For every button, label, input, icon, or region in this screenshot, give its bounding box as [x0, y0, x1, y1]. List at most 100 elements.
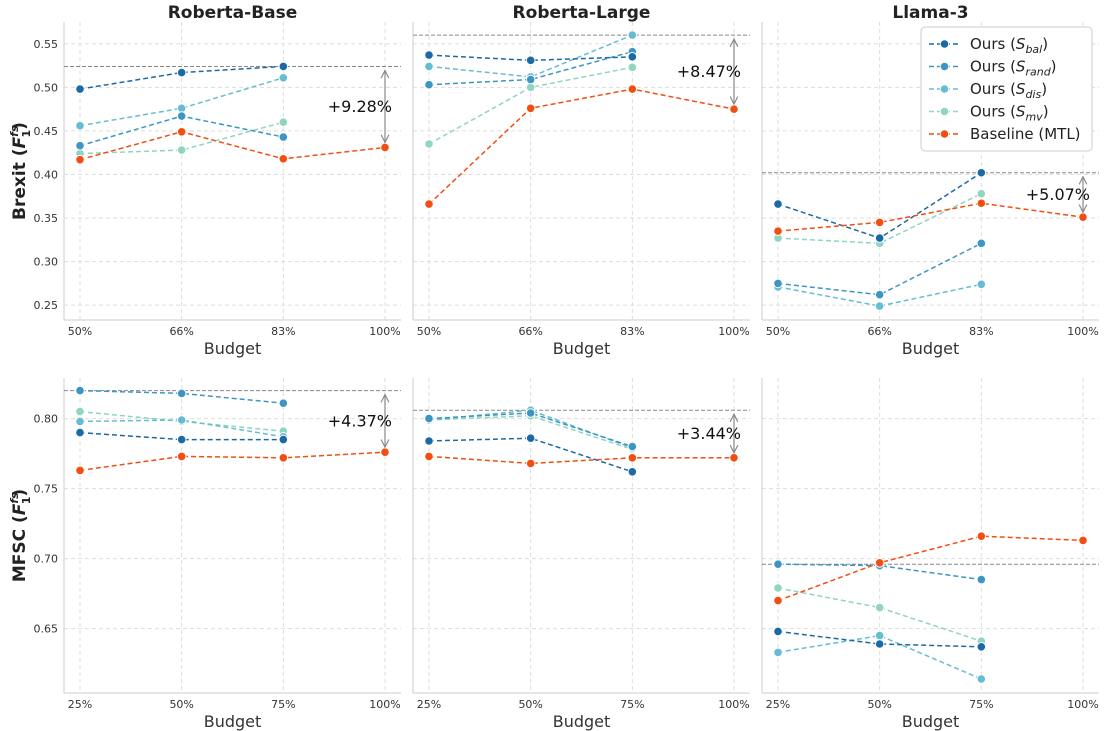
series-line-ours_rand — [777, 563, 982, 581]
legend-frame — [920, 26, 1093, 152]
point-ours_bal — [976, 642, 987, 652]
point-ours_dis — [424, 61, 434, 72]
point-ours_bal — [424, 50, 434, 60]
y-tick-label: 0.80 — [34, 413, 59, 426]
series-line-ours_rand — [777, 242, 982, 296]
point-ours_dis — [75, 416, 85, 427]
point-ours_dis — [976, 674, 987, 684]
x-tick-label: 100% — [369, 325, 400, 338]
point-ours_dis — [278, 72, 289, 83]
point-ours_rand — [525, 74, 536, 85]
point-ours_bal — [525, 433, 536, 444]
legend-swatch-marker — [939, 61, 950, 72]
row-label-name: MFSC ( — [10, 515, 30, 582]
point-ours_dis — [976, 279, 987, 290]
point-ours_bal — [874, 233, 885, 243]
legend-label-subscript: bal — [1025, 43, 1042, 56]
x-tick-label: 66% — [518, 325, 542, 338]
point-ours_mv — [176, 145, 187, 155]
point-ours_rand — [976, 238, 987, 249]
point-ours_rand — [176, 111, 187, 121]
y-tick-label: 0.75 — [34, 483, 59, 496]
legend-label-symbol: S — [1016, 80, 1026, 98]
point-ours_rand — [773, 278, 783, 289]
point-ours_rand — [278, 398, 289, 409]
point-baseline — [773, 226, 783, 236]
x-tick-label: 50% — [417, 325, 441, 338]
point-ours_rand — [278, 132, 289, 142]
x-tick-label: 50% — [68, 325, 92, 338]
point-ours_bal — [176, 67, 187, 78]
series-line-ours_rand — [428, 50, 633, 86]
point-ours_rand — [627, 441, 638, 452]
series-line-baseline — [79, 131, 386, 161]
x-tick-label: 100% — [718, 698, 749, 711]
row-label-metric: F — [10, 136, 30, 148]
point-baseline — [729, 453, 739, 463]
point-baseline — [380, 447, 390, 458]
legend-label-suffix: ) — [1041, 80, 1047, 98]
x-tick-label: 25% — [417, 698, 441, 711]
x-tick-label: 50% — [518, 698, 542, 711]
series-line-baseline — [79, 451, 386, 472]
series-line-ours_dis — [777, 634, 982, 680]
row-label-metric: F — [10, 503, 30, 515]
legend-label-prefix: Ours ( — [970, 103, 1016, 121]
legend-label-symbol: S — [1016, 103, 1026, 121]
legend-label-subscript: dis — [1025, 88, 1041, 101]
series-line-baseline — [777, 535, 1084, 602]
legend-label-symbol: S — [1016, 35, 1026, 53]
point-ours_bal — [976, 167, 987, 178]
point-ours_bal — [75, 84, 85, 94]
point-ours_bal — [627, 52, 638, 62]
legend-label-prefix: Ours ( — [970, 58, 1016, 76]
legend-label-prefix: Ours ( — [970, 35, 1016, 53]
x-tick-label: 75% — [969, 698, 993, 711]
legend-label-prefix: Baseline (MTL) — [970, 125, 1081, 143]
legend-swatch-marker — [939, 106, 950, 117]
x-tick-label: 25% — [766, 698, 790, 711]
point-ours_mv — [627, 62, 638, 73]
x-tick-label: 50% — [867, 698, 891, 711]
point-ours_rand — [75, 140, 85, 151]
legend: Ours (Sbal)Ours (Srand)Ours (Sdis)Ours (… — [920, 26, 1093, 152]
x-tick-label: 66% — [169, 325, 193, 338]
point-ours_rand — [773, 559, 783, 570]
x-axis-title: Budget — [902, 339, 960, 358]
x-axis-title: Budget — [902, 712, 960, 731]
point-baseline — [75, 154, 85, 165]
point-ours_dis — [773, 647, 783, 658]
series-line-ours_dis — [79, 419, 284, 438]
point-ours_dis — [75, 120, 85, 131]
point-ours_dis — [874, 630, 885, 641]
x-tick-label: 50% — [766, 325, 790, 338]
legend-swatch-marker — [939, 84, 950, 94]
series-line-ours_mv — [428, 415, 633, 451]
point-ours_mv — [976, 188, 987, 199]
series-line-ours_bal — [79, 65, 284, 90]
point-ours_mv — [75, 406, 85, 417]
legend-label-ours_bal: Ours (Sbal) — [970, 35, 1048, 56]
row-label-close: ) — [10, 122, 30, 130]
point-ours_rand — [525, 408, 536, 418]
point-ours_rand — [75, 385, 85, 396]
point-ours_bal — [278, 434, 289, 445]
point-ours_bal — [773, 199, 783, 209]
point-baseline — [278, 154, 289, 164]
x-tick-label: 100% — [1067, 698, 1098, 711]
x-axis-title: Budget — [204, 339, 262, 358]
legend-label-suffix: ) — [1043, 103, 1049, 121]
legend-label-suffix: ) — [1042, 35, 1048, 53]
series-line-ours_dis — [428, 34, 633, 78]
point-ours_rand — [976, 574, 987, 585]
series-line-ours_rand — [79, 389, 284, 404]
point-baseline — [773, 595, 783, 606]
point-ours_bal — [627, 467, 638, 477]
series-line-ours_bal — [777, 630, 982, 648]
panel-1: 0.25 0.30 0.35 0.40 0.45 0.50 0.55 50% 66% 83% 100… — [34, 3, 401, 358]
series-line-ours_rand — [428, 412, 633, 448]
series-line-ours_dis — [777, 283, 982, 307]
point-baseline — [874, 558, 885, 568]
legend-label-prefix: Ours ( — [970, 80, 1016, 98]
legend-label-subscript: mv — [1025, 111, 1043, 124]
